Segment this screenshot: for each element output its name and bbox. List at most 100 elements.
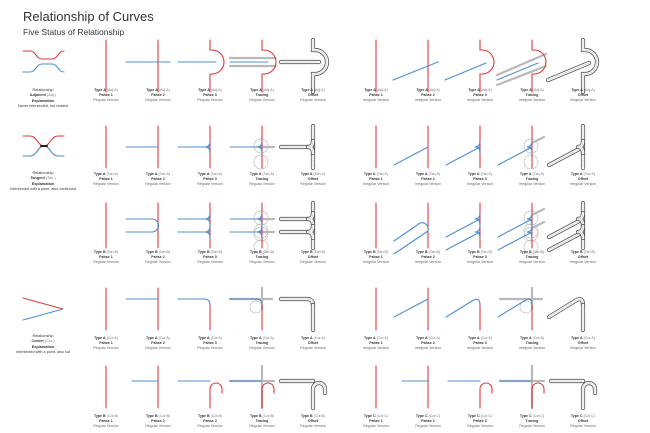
secondary-curve [204, 140, 211, 154]
variant-code: (Tan.B) [428, 250, 441, 254]
variant-type: Type A [468, 88, 480, 92]
version-name: Regular Version [93, 182, 119, 187]
variant-code: (Tan.B) [583, 250, 596, 254]
variant-code: (Cor.A) [428, 336, 440, 340]
phase-name: Pahse 2 [421, 93, 435, 98]
variant-label: Type A (Tan.A) Pahse 2 Irregular Version [398, 172, 458, 188]
primary-curve [22, 135, 65, 147]
variant-type: Type A [94, 88, 106, 92]
variant-code: (Tan.B) [262, 250, 275, 254]
phase-name: Pahse 3 [473, 419, 487, 424]
variant-type: Type A [519, 172, 532, 176]
variant-label: Type A (Adj.A) Tracing Irregular Version [502, 88, 562, 104]
variant-code: (Tan.B) [158, 250, 171, 254]
variant-type: Type A [467, 172, 480, 176]
variant-code: (Tan.B) [376, 250, 389, 254]
variant-code: (Cor.A) [210, 336, 222, 340]
offset-centerline [548, 218, 584, 238]
variant-type: Type A [146, 336, 158, 340]
variant-type: Type A [250, 336, 262, 340]
variant-type: Type A [93, 172, 106, 176]
variant-code: (Cor.A) [158, 336, 170, 340]
variant-label: Type A (Adj.A) Tracing Regular Version [232, 88, 292, 104]
page-subtitle: Five Status of Relationship [23, 27, 125, 37]
phase-name: Pahse 3 [203, 419, 217, 424]
phase-name: Offset [307, 419, 319, 424]
phase-name: Tracing [525, 419, 539, 424]
variant-label: Type B (Cor.B) Tracing Regular Version [232, 414, 292, 430]
variant-type: Type B [145, 414, 158, 418]
version-name: Irregular Version [362, 260, 390, 265]
tracing-guide [495, 64, 548, 87]
version-name: Regular Version [300, 260, 326, 265]
secondary-curve [393, 298, 429, 318]
variant-label: Type B (Cor.B) Pahse 3 Regular Version [180, 414, 240, 430]
variant-label: Type A (Adj.A) Pahse 3 Irregular Version [450, 88, 510, 104]
variant-label: Type A (Cor.A) Pahse 2 Regular Version [128, 336, 188, 352]
variant-type: Type B [249, 414, 262, 418]
version-name: Irregular Version [362, 346, 390, 351]
phase-name: Tracing [525, 255, 539, 260]
secondary-curve [497, 298, 533, 318]
phase-name: Pahse 1 [369, 177, 383, 182]
secondary-curve [497, 231, 533, 251]
variant-label: Type B (Tan.B) Offset Regular Version [283, 250, 343, 266]
variant-code: (Cor.C) [583, 414, 596, 418]
relationship-name: Tangent [30, 176, 45, 181]
version-name: Irregular Version [569, 346, 597, 351]
phase-name: Offset [577, 93, 589, 98]
variant-code: (Cor.A) [480, 336, 492, 340]
phase-name: Pahse 2 [151, 177, 165, 182]
primary-curve [531, 39, 547, 93]
variant-code: (Adj.A) [376, 88, 388, 92]
primary-curve [479, 39, 495, 93]
offset-centerline [577, 140, 584, 154]
version-name: Regular Version [145, 424, 171, 429]
variant-type: Type A [301, 88, 313, 92]
variant-label: Type A (Tan.A) Offset Irregular Version [553, 172, 613, 188]
tracing-guide [530, 220, 546, 230]
phase-name: Pahse 3 [473, 255, 487, 260]
offset-centerline [307, 225, 314, 239]
primary-curve [479, 382, 493, 409]
phase-name: Pahse 2 [421, 255, 435, 260]
phase-name: Offset [577, 341, 589, 346]
phase-name: Tracing [255, 341, 269, 346]
relationship-description: Relationship Tangent (Tan.) Explaination In… [8, 171, 78, 192]
phase-name: Offset [307, 177, 319, 182]
variant-type: Type C [519, 414, 532, 418]
version-name: Regular Version [363, 424, 389, 429]
tracing-circle [523, 138, 539, 170]
variant-type: Type A [146, 88, 158, 92]
variant-type: Type A [570, 172, 583, 176]
secondary-curve [393, 146, 429, 166]
relationship-name: Corner [31, 339, 44, 344]
secondary-curve [256, 225, 263, 239]
secondary-curve [497, 218, 533, 238]
phase-name: Tracing [255, 255, 269, 260]
variant-label: Type C (Cor.C) Pahse 2 Regular Version [398, 414, 458, 430]
variant-label: Type C (Cor.C) Tracing Regular Version [502, 414, 562, 430]
phase-name: Tracing [525, 177, 539, 182]
variant-type: Type B [415, 250, 428, 254]
phase-name: Pahse 1 [369, 341, 383, 346]
version-name: Irregular Version [362, 182, 390, 187]
phase-name: Tracing [525, 93, 539, 98]
version-name: Regular Version [249, 346, 275, 351]
variant-code: (Adj.A) [210, 88, 222, 92]
variant-type: Type A [520, 336, 532, 340]
version-name: Regular Version [93, 346, 119, 351]
variant-label: Type C (Cor.C) Pahse 1 Regular Version [346, 414, 406, 430]
variant-label: Type A (Tan.A) Tracing Irregular Version [502, 172, 562, 188]
version-name: Regular Version [300, 98, 326, 103]
phase-name: Offset [577, 419, 589, 424]
primary-curve [261, 382, 275, 409]
variant-type: Type A [145, 172, 158, 176]
variant-label: Type A (Cor.A) Pahse 1 Regular Version [76, 336, 136, 352]
page-title: Relationship of Curves [23, 9, 154, 24]
phase-name: Offset [577, 177, 589, 182]
variant-label: Type A (Adj.A) Pahse 1 Regular Version [76, 88, 136, 104]
variant-label: Type A (Cor.A) Tracing Irregular Version [502, 336, 562, 352]
version-name: Irregular Version [569, 182, 597, 187]
version-name: Regular Version [145, 98, 171, 103]
